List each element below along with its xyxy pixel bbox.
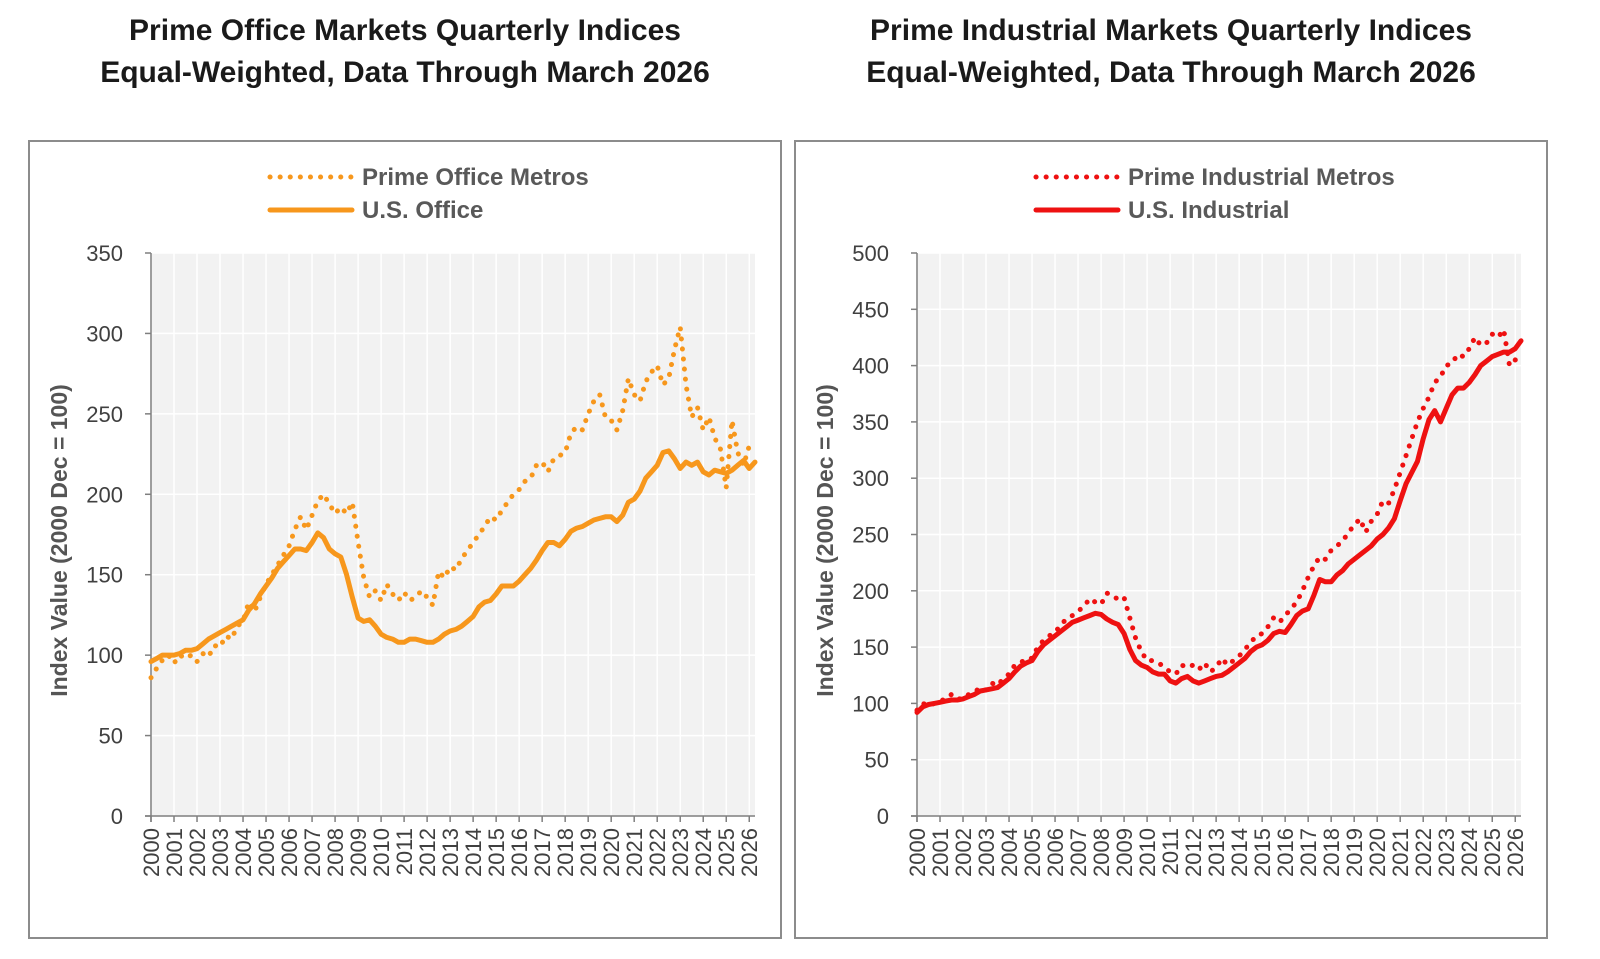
y-tick-label: 0: [877, 804, 889, 829]
y-tick-label: 400: [852, 354, 889, 379]
x-tick-label: 2025: [714, 828, 739, 877]
industrial-chart-panel: 0 50 100 150 200 250 300 350 400 450 500 2000 2001 20…: [794, 140, 1548, 939]
x-tick-label: 2003: [208, 828, 233, 877]
x-tick-label: 2011: [1158, 828, 1183, 875]
y-tick-label: 0: [111, 804, 123, 829]
office-title-line: Prime Office Markets Quarterly Indices: [129, 14, 681, 47]
x-tick-label: 2011: [392, 828, 417, 875]
x-tick-label: 2004: [997, 828, 1022, 877]
y-tick-label: 200: [852, 579, 889, 604]
x-tick-label: 2020: [1365, 828, 1390, 877]
y-tick-label: 100: [852, 691, 889, 716]
x-tick-label: 2010: [1135, 828, 1160, 877]
series-line-us: [148, 448, 758, 665]
x-tick-label: 2026: [1503, 828, 1528, 877]
legend-label: Prime Office Metros: [362, 164, 589, 191]
legend-label: U.S. Office: [362, 197, 483, 224]
x-tick-label: 2018: [1319, 828, 1344, 877]
x-tick-label: 2026: [737, 828, 762, 877]
series-line-metros: [914, 327, 1524, 713]
x-tick-label: 2023: [1434, 828, 1459, 877]
x-tick-label: 2017: [1296, 828, 1321, 877]
office-chart-title: Prime Office Markets Quarterly Indices E…: [28, 10, 782, 94]
y-tick-label: 250: [86, 402, 123, 427]
x-tick-label: 2002: [185, 828, 210, 877]
x-tick-label: 2019: [576, 828, 601, 877]
x-tick-label: 2024: [1457, 828, 1482, 877]
x-tick-label: 2016: [1273, 828, 1298, 877]
x-tick-label: 2007: [300, 828, 325, 877]
x-tick-label: 2001: [928, 828, 953, 877]
x-tick-label: 2009: [346, 828, 371, 877]
x-tick-label: 2006: [277, 828, 302, 877]
legend-label: U.S. Industrial: [1128, 197, 1289, 224]
x-tick-label: 2016: [507, 828, 532, 877]
office-subtitle-line: Equal-Weighted, Data Through March 2026: [100, 56, 710, 89]
y-axis-label: Index Value (2000 Dec = 100): [812, 384, 838, 697]
industrial-chart-title: Prime Industrial Markets Quarterly Indic…: [794, 10, 1548, 94]
y-tick-label: 300: [86, 321, 123, 346]
x-tick-label: 2006: [1043, 828, 1068, 877]
x-tick-label: 2010: [369, 828, 394, 877]
x-tick-label: 2015: [484, 828, 509, 877]
x-tick-label: 2009: [1112, 828, 1137, 877]
office-chart-svg: 0501001502002503003502000200120022003200…: [46, 164, 762, 877]
x-tick-label: 2024: [691, 828, 716, 877]
x-tick-label: 2023: [668, 828, 693, 877]
y-tick-label: 200: [86, 482, 123, 507]
x-tick-label: 2004: [231, 828, 256, 877]
y-tick-label: 50: [865, 748, 889, 773]
x-tick-label: 2013: [1204, 828, 1229, 877]
series-line-us: [914, 338, 1524, 715]
x-tick-label: 2012: [1181, 828, 1206, 877]
x-tick-label: 2013: [438, 828, 463, 877]
y-tick-label: 450: [852, 297, 889, 322]
x-tick-label: 2025: [1480, 828, 1505, 877]
legend-label: Prime Industrial Metros: [1128, 164, 1395, 191]
y-tick-label: 350: [86, 241, 123, 266]
x-tick-label: 2008: [323, 828, 348, 877]
x-tick-label: 2000: [139, 828, 164, 877]
x-tick-label: 2012: [415, 828, 440, 877]
y-tick-label: 250: [852, 523, 889, 548]
x-tick-label: 2017: [530, 828, 555, 877]
y-tick-label: 50: [99, 724, 123, 749]
y-tick-label: 500: [852, 241, 889, 266]
x-tick-label: 2014: [1227, 828, 1252, 877]
plot-area: [151, 253, 755, 816]
x-tick-label: 2007: [1066, 828, 1091, 877]
x-tick-label: 2015: [1250, 828, 1275, 877]
x-tick-label: 2018: [553, 828, 578, 877]
x-tick-label: 2021: [1388, 828, 1413, 877]
y-axis-label: Index Value (2000 Dec = 100): [46, 384, 72, 697]
industrial-chart-svg: 0501001502002503003504004505002000200120…: [812, 164, 1528, 877]
x-tick-label: 2002: [951, 828, 976, 877]
x-tick-label: 2005: [254, 828, 279, 877]
x-tick-label: 2020: [599, 828, 624, 877]
office-chart-panel: 0 50 100 150 200 250 300 350 2000 2001 2002 2003 200…: [28, 140, 782, 939]
y-tick-label: 150: [852, 635, 889, 660]
industrial-title-line: Prime Industrial Markets Quarterly Indic…: [870, 14, 1472, 47]
x-tick-label: 2014: [461, 828, 486, 877]
x-tick-label: 2019: [1342, 828, 1367, 877]
x-tick-label: 2001: [162, 828, 187, 877]
x-tick-label: 2000: [905, 828, 930, 877]
x-tick-label: 2005: [1020, 828, 1045, 877]
y-tick-label: 150: [86, 563, 123, 588]
y-tick-label: 100: [86, 643, 123, 668]
y-tick-label: 300: [852, 466, 889, 491]
x-tick-label: 2022: [645, 828, 670, 877]
y-tick-label: 350: [852, 410, 889, 435]
x-tick-label: 2008: [1089, 828, 1114, 877]
x-tick-label: 2022: [1411, 828, 1436, 877]
x-tick-label: 2021: [622, 828, 647, 877]
industrial-subtitle-line: Equal-Weighted, Data Through March 2026: [866, 56, 1476, 89]
x-tick-label: 2003: [974, 828, 999, 877]
